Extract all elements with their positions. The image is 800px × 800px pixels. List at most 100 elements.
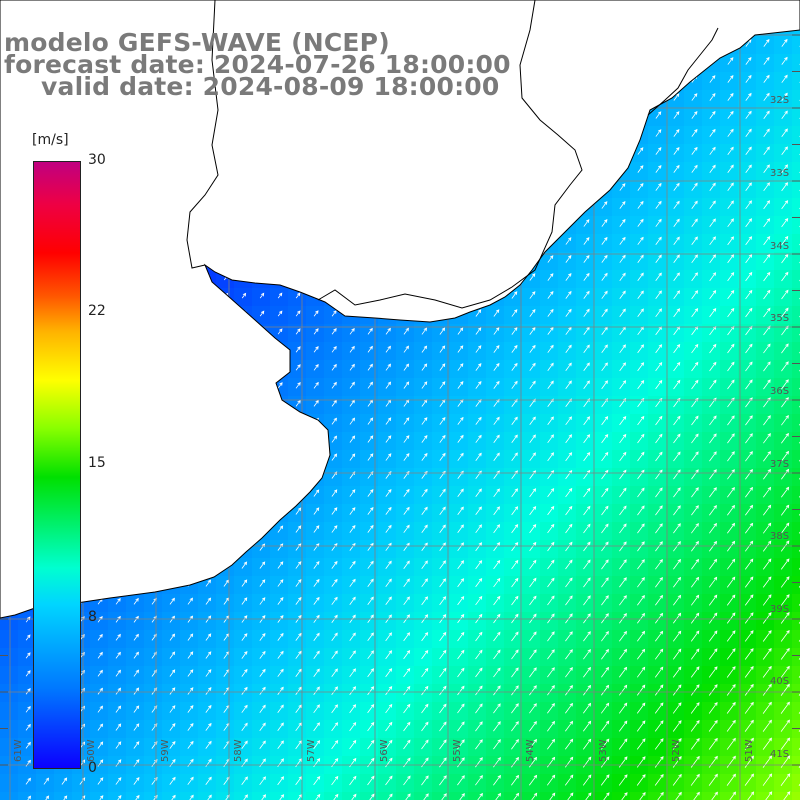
wind-arrow (439, 667, 447, 678)
wind-arrow (727, 74, 734, 83)
wind-arrow (727, 164, 734, 173)
wind-arrow (709, 110, 716, 119)
wind-cell (792, 504, 800, 523)
wind-arrow (295, 686, 302, 695)
wind-cell (792, 396, 800, 415)
wind-arrow (655, 379, 663, 390)
wind-arrow (259, 776, 266, 786)
wind-cell (792, 198, 800, 217)
wind-arrow (709, 75, 716, 83)
wind-cell (792, 720, 800, 739)
wind-arrow (385, 363, 392, 371)
wind-arrow (637, 290, 644, 299)
wind-cell (792, 108, 800, 127)
wind-cell (792, 540, 800, 559)
wind-cell (792, 90, 800, 109)
wind-arrow (655, 308, 662, 318)
wind-arrow (744, 594, 754, 606)
wind-arrow (565, 559, 573, 570)
wind-arrow (691, 200, 698, 209)
wind-arrow (637, 254, 644, 263)
wind-arrow (385, 327, 391, 335)
wind-arrow (747, 791, 755, 800)
wind-arrow (547, 290, 554, 299)
wind-arrow (691, 540, 699, 552)
wind-arrow (403, 721, 411, 732)
lon-label: 55W (452, 739, 463, 762)
wind-arrow (547, 720, 555, 732)
wind-arrow (241, 597, 248, 605)
wind-arrow (727, 272, 735, 282)
wind-cell (792, 270, 800, 289)
wind-arrow (529, 362, 536, 371)
lon-label: 58W (233, 739, 244, 762)
wind-arrow (762, 773, 773, 786)
wind-arrow (744, 755, 754, 768)
wind-arrow (331, 381, 337, 389)
wind-arrow (709, 307, 717, 318)
wind-arrow (601, 344, 608, 354)
wind-arrow (439, 596, 447, 606)
wind-arrow (547, 308, 554, 317)
wind-arrow (727, 361, 735, 372)
wind-arrow (403, 667, 411, 678)
wind-arrow (403, 542, 410, 551)
wind-arrow (763, 218, 771, 228)
wind-arrow (583, 666, 591, 678)
wind-arrow (636, 648, 646, 660)
wind-arrow (636, 702, 646, 714)
wind-arrow (763, 486, 772, 498)
wind-arrow (421, 703, 429, 714)
wind-arrow (169, 597, 175, 605)
wind-arrow (277, 292, 283, 299)
wind-arrow (493, 434, 500, 443)
wind-arrow (493, 739, 501, 750)
wind-cell (792, 360, 800, 379)
wind-arrow (261, 794, 267, 800)
wind-cell (792, 738, 800, 757)
wind-cell (792, 792, 800, 800)
wind-cell (486, 792, 505, 800)
wind-arrow (708, 612, 718, 624)
wind-arrow (421, 685, 429, 696)
wind-arrow (351, 793, 357, 800)
wind-arrow (583, 308, 590, 317)
wind-arrow (673, 558, 681, 570)
wind-arrow (726, 612, 736, 624)
wind-arrow (511, 595, 519, 606)
wind-arrow (565, 452, 573, 462)
wind-cell (0, 738, 19, 757)
wind-arrow (349, 704, 357, 714)
wind-arrow (493, 649, 501, 660)
wind-arrow (439, 739, 447, 750)
wind-arrow (385, 668, 393, 678)
wind-arrow (709, 469, 717, 480)
wind-arrow (385, 775, 393, 786)
wind-arrow (583, 649, 591, 660)
wind-arrow (277, 704, 284, 713)
wind-arrow (439, 327, 446, 335)
wind-arrow (639, 792, 646, 800)
wind-arrow (385, 488, 392, 497)
wind-arrow (565, 577, 573, 588)
wind-arrow (657, 791, 664, 800)
wind-arrow (565, 667, 573, 678)
wind-arrow (511, 327, 518, 335)
wind-arrow (475, 721, 483, 732)
wind-arrow (601, 254, 608, 263)
wind-arrow (673, 415, 681, 426)
wind-arrow (529, 416, 536, 425)
wind-arrow (690, 666, 700, 678)
wind-arrow (600, 720, 610, 732)
wind-arrow (169, 705, 176, 713)
wind-arrow (763, 235, 771, 246)
wind-arrow (691, 415, 699, 426)
wind-arrow (205, 597, 212, 605)
wind-cell (450, 792, 469, 800)
wind-cell (288, 792, 307, 800)
wind-arrow (493, 416, 500, 425)
wind-arrow (531, 792, 538, 800)
wind-arrow (295, 650, 302, 659)
wind-cell (792, 432, 800, 451)
land-interior-border (186, 0, 583, 309)
